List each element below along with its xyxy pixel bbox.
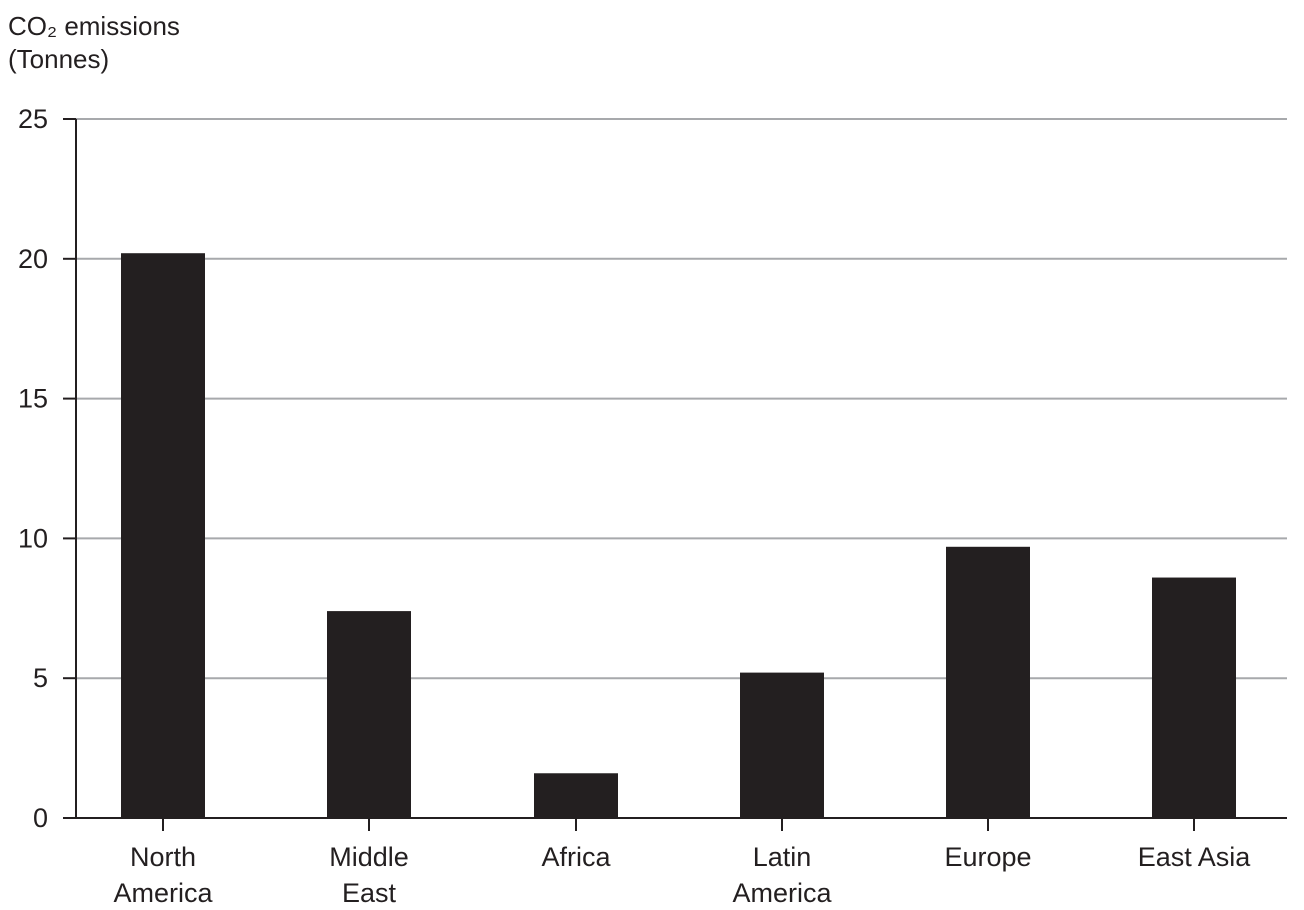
x-tick-label: America [732, 878, 832, 908]
y-tick-label: 25 [18, 104, 48, 134]
y-axis-label-line: (Tonnes) [8, 44, 109, 74]
bar [740, 672, 824, 818]
x-tick-label: Europe [944, 842, 1031, 872]
bar [121, 253, 205, 818]
x-tick-label: East Asia [1138, 842, 1252, 872]
y-tick-label: 20 [18, 244, 48, 274]
x-tick-label: North [130, 842, 196, 872]
gridlines [76, 118, 1287, 680]
bar [946, 546, 1030, 818]
x-tick-label: East [342, 878, 397, 908]
x-tick-label: Latin [753, 842, 812, 872]
x-tick-label: America [113, 878, 213, 908]
y-tick-label: 10 [18, 523, 48, 553]
bars [121, 253, 1236, 818]
y-tick-label: 15 [18, 384, 48, 414]
y-axis-label: CO₂ emissions(Tonnes) [8, 11, 180, 74]
y-tick-labels: 0 5 10 15 20 25 [18, 104, 48, 833]
y-tick-label: 5 [33, 663, 48, 693]
bar [327, 611, 411, 818]
y-axis-label-line: CO₂ emissions [8, 11, 180, 41]
x-tick-label: Africa [541, 842, 611, 872]
x-tick-label: Middle [329, 842, 409, 872]
bar [1152, 577, 1236, 818]
x-tick-labels: North America Middle East Africa Latin America… [113, 842, 1251, 908]
axes [63, 118, 1287, 831]
bar [534, 773, 618, 818]
y-tick-label: 0 [33, 803, 48, 833]
